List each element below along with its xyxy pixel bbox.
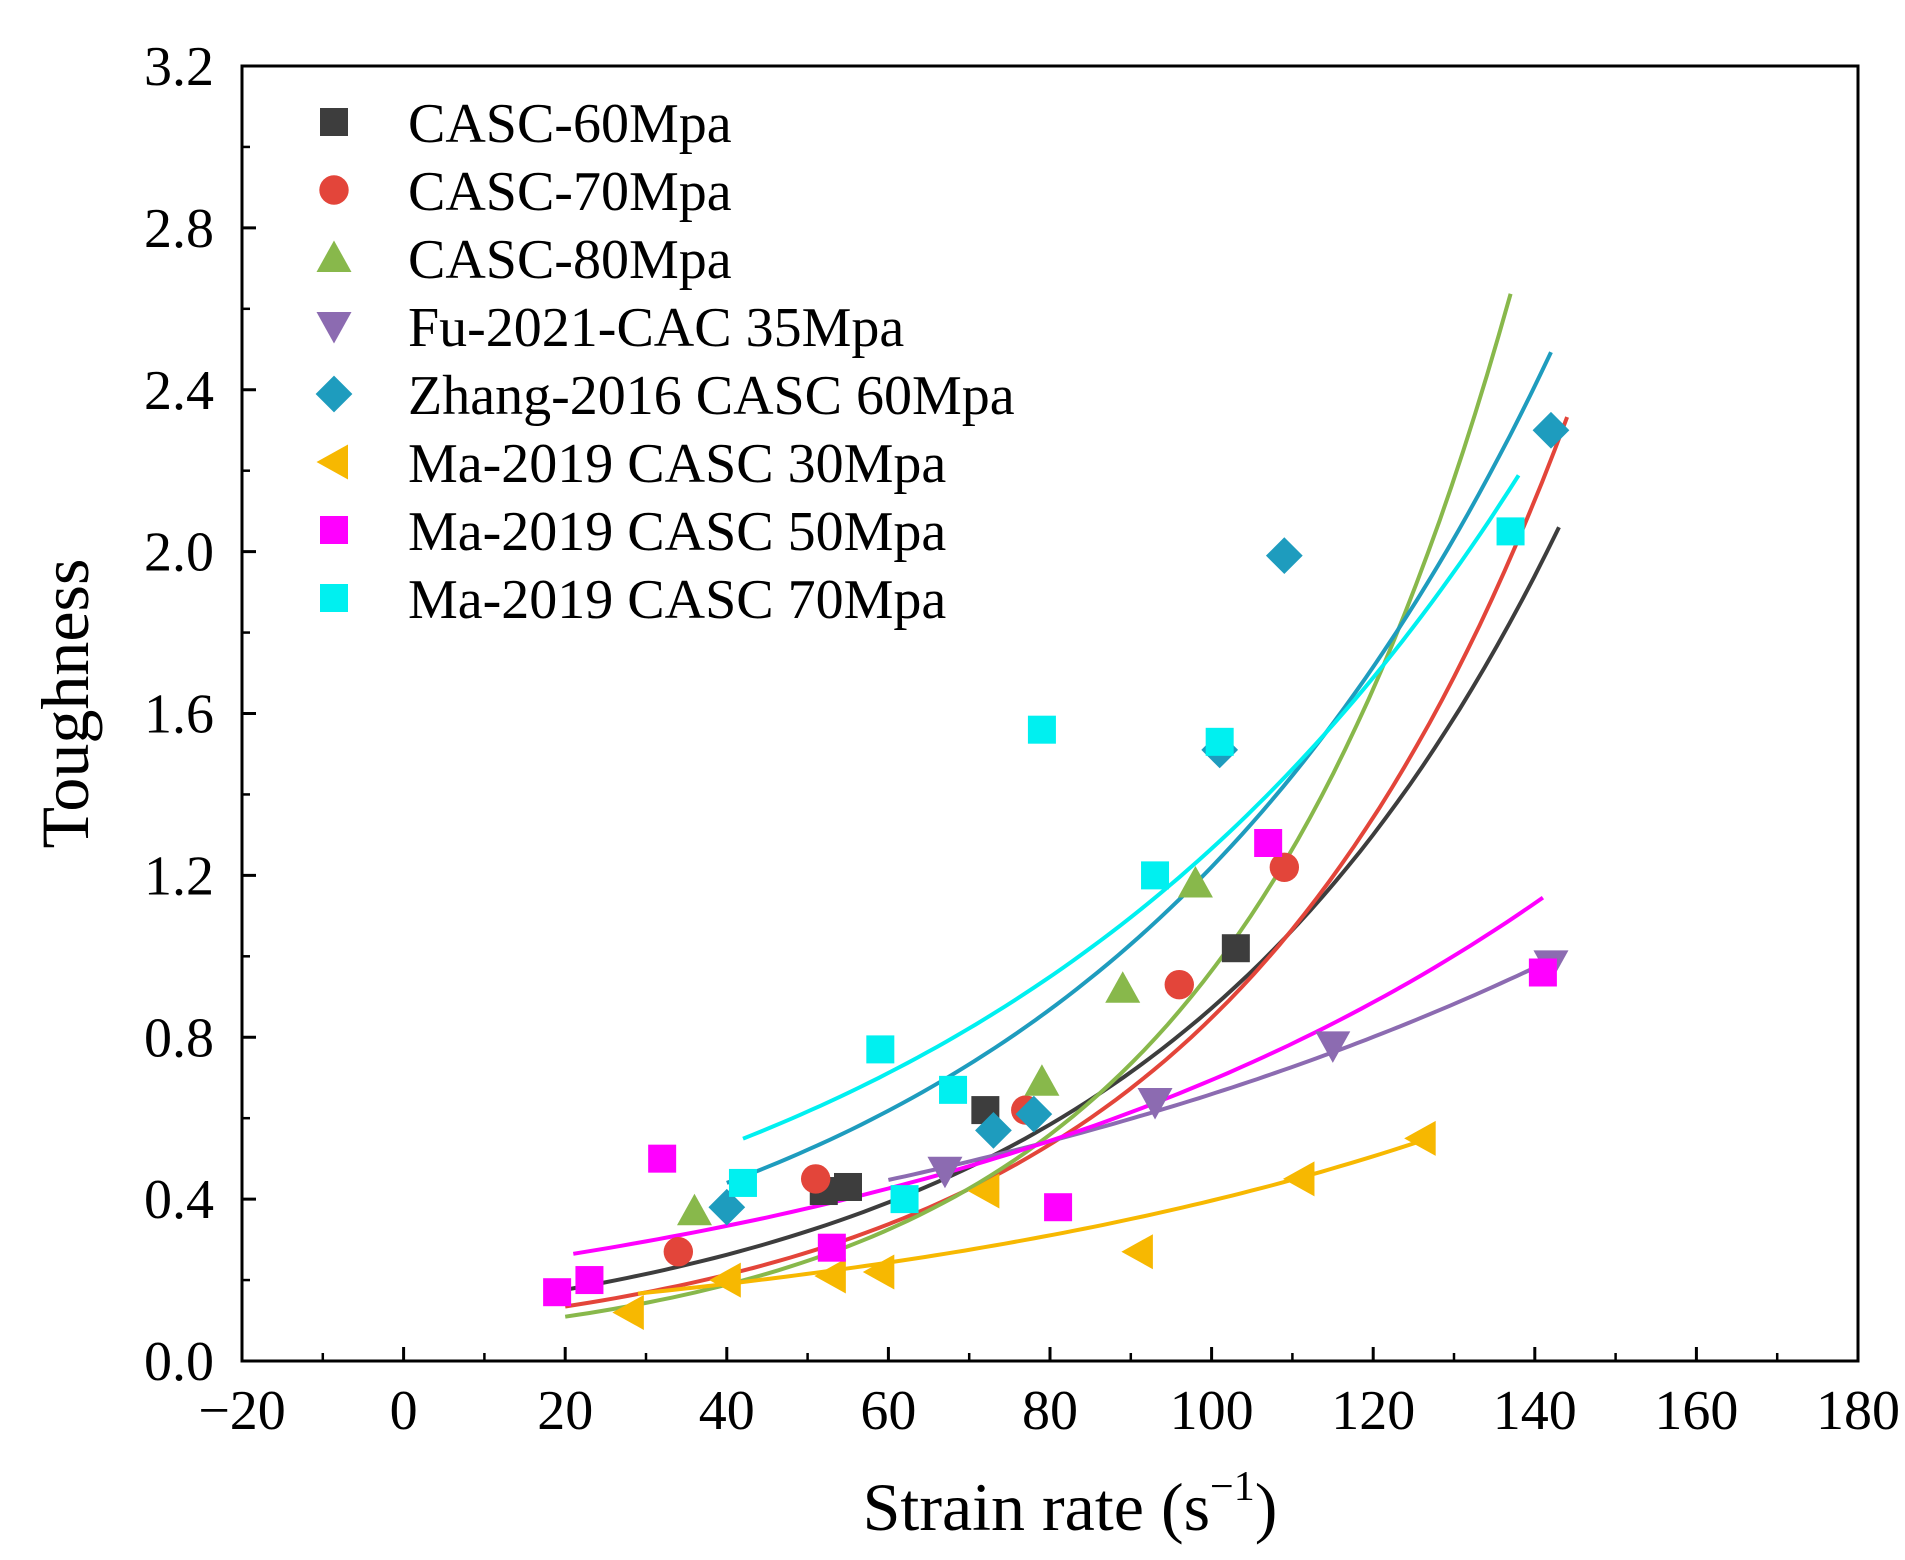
- data-point: [1141, 861, 1170, 890]
- x-tick-label: 180: [1816, 1380, 1900, 1442]
- data-point: [862, 1254, 895, 1290]
- x-tick-label: 40: [699, 1380, 755, 1442]
- data-point: [1027, 715, 1056, 744]
- x-tick-label: 0: [390, 1380, 418, 1442]
- x-tick-label: 100: [1170, 1380, 1254, 1442]
- y-axis-title: Toughness: [27, 559, 103, 849]
- data-point: [1265, 537, 1303, 575]
- y-axis-ticks: 0.0 0.4 0.8 1.2 1.6 2.0 2.4 2.8 3.2: [144, 36, 256, 1393]
- data-point: [1282, 1161, 1315, 1197]
- data-point: [834, 1172, 862, 1201]
- fit-curve-8: [742, 474, 1521, 1141]
- data-point: [1221, 934, 1250, 963]
- data-point: [1015, 1095, 1053, 1133]
- data-point: [1164, 969, 1194, 1000]
- y-tick-label: 0.4: [144, 1169, 214, 1231]
- data-point: [708, 1188, 746, 1226]
- legend-label: Ma-2019 CASC 70Mpa: [408, 569, 946, 631]
- data-point: [709, 1262, 741, 1298]
- x-tick-label: 60: [860, 1380, 916, 1442]
- fit-curve-1: [564, 526, 1561, 1292]
- legend-label: Zhang-2016 CASC 60Mpa: [408, 365, 1015, 427]
- data-point: [890, 1185, 919, 1214]
- data-point: [1528, 958, 1557, 987]
- data-point: [1496, 517, 1525, 546]
- legend-marker: [320, 108, 348, 136]
- data-markers: [543, 411, 1570, 1330]
- legend-marker: [319, 175, 349, 205]
- data-point: [1024, 1064, 1060, 1096]
- legend-label: CASC-60Mpa: [408, 93, 732, 155]
- data-point: [967, 1173, 1000, 1209]
- y-tick-label: 2.8: [144, 198, 214, 260]
- data-point: [663, 1237, 694, 1267]
- data-point: [728, 1168, 757, 1197]
- data-point: [1044, 1193, 1073, 1222]
- data-point: [543, 1278, 572, 1307]
- data-point: [1315, 1031, 1351, 1063]
- y-tick-label: 1.2: [144, 845, 214, 907]
- x-axis-ticks: −20 0 20 40 60 80 100 120 140 160 180: [198, 1347, 1900, 1442]
- x-tick-label: 120: [1331, 1380, 1415, 1442]
- y-tick-label: 1.6: [144, 684, 214, 746]
- x-tick-label: −20: [198, 1380, 286, 1442]
- x-tick-label: 140: [1493, 1380, 1577, 1442]
- legend-label: Ma-2019 CASC 30Mpa: [408, 433, 946, 495]
- data-point: [939, 1075, 968, 1104]
- legend-label: CASC-70Mpa: [408, 161, 732, 223]
- data-point: [1269, 852, 1300, 882]
- x-axis-title: Strain rate (s−1): [863, 1464, 1278, 1545]
- legend-marker: [315, 375, 353, 413]
- data-point: [676, 1193, 712, 1226]
- data-point: [866, 1035, 895, 1064]
- data-point: [814, 1258, 846, 1294]
- x-tick-label: 80: [1022, 1380, 1078, 1442]
- x-axis-title-main: Strain rate (s: [863, 1469, 1210, 1545]
- y-tick-label: 3.2: [144, 36, 214, 98]
- data-point: [927, 1156, 963, 1189]
- data-point: [1105, 971, 1141, 1003]
- data-point: [612, 1294, 644, 1330]
- data-point: [1177, 865, 1213, 898]
- legend-marker: [316, 240, 352, 272]
- data-point: [1404, 1120, 1436, 1156]
- data-point: [1205, 727, 1234, 756]
- y-tick-label: 2.4: [144, 360, 214, 422]
- x-tick-label: 20: [537, 1380, 593, 1442]
- legend-marker: [320, 584, 348, 612]
- data-point: [1137, 1088, 1173, 1120]
- x-axis-title-sup: −1: [1210, 1464, 1255, 1510]
- fit-curve-7: [572, 895, 1545, 1256]
- data-point: [975, 1111, 1012, 1149]
- data-point: [1532, 411, 1570, 449]
- legend-label: CASC-80Mpa: [408, 229, 732, 291]
- y-tick-label: 0.0: [144, 1331, 214, 1393]
- data-point: [817, 1233, 846, 1262]
- legend-marker: [316, 444, 348, 480]
- y-tick-label: 0.8: [144, 1007, 214, 1069]
- data-point: [1254, 829, 1283, 857]
- legend: CASC-60MpaCASC-70MpaCASC-80MpaFu-2021-CA…: [315, 93, 1015, 631]
- legend-label: Fu-2021-CAC 35Mpa: [408, 297, 904, 359]
- data-point: [800, 1164, 831, 1194]
- data-point: [575, 1266, 604, 1295]
- data-point: [648, 1144, 677, 1173]
- legend-marker: [320, 516, 348, 544]
- y-tick-label: 2.0: [144, 522, 214, 584]
- data-point: [1121, 1234, 1153, 1270]
- x-axis-title-close: ): [1255, 1469, 1278, 1545]
- legend-label: Ma-2019 CASC 50Mpa: [408, 501, 946, 563]
- fit-curve-5: [726, 351, 1553, 1185]
- x-tick-label: 160: [1654, 1380, 1738, 1442]
- fit-curve-4: [887, 954, 1560, 1182]
- legend-marker: [316, 312, 352, 344]
